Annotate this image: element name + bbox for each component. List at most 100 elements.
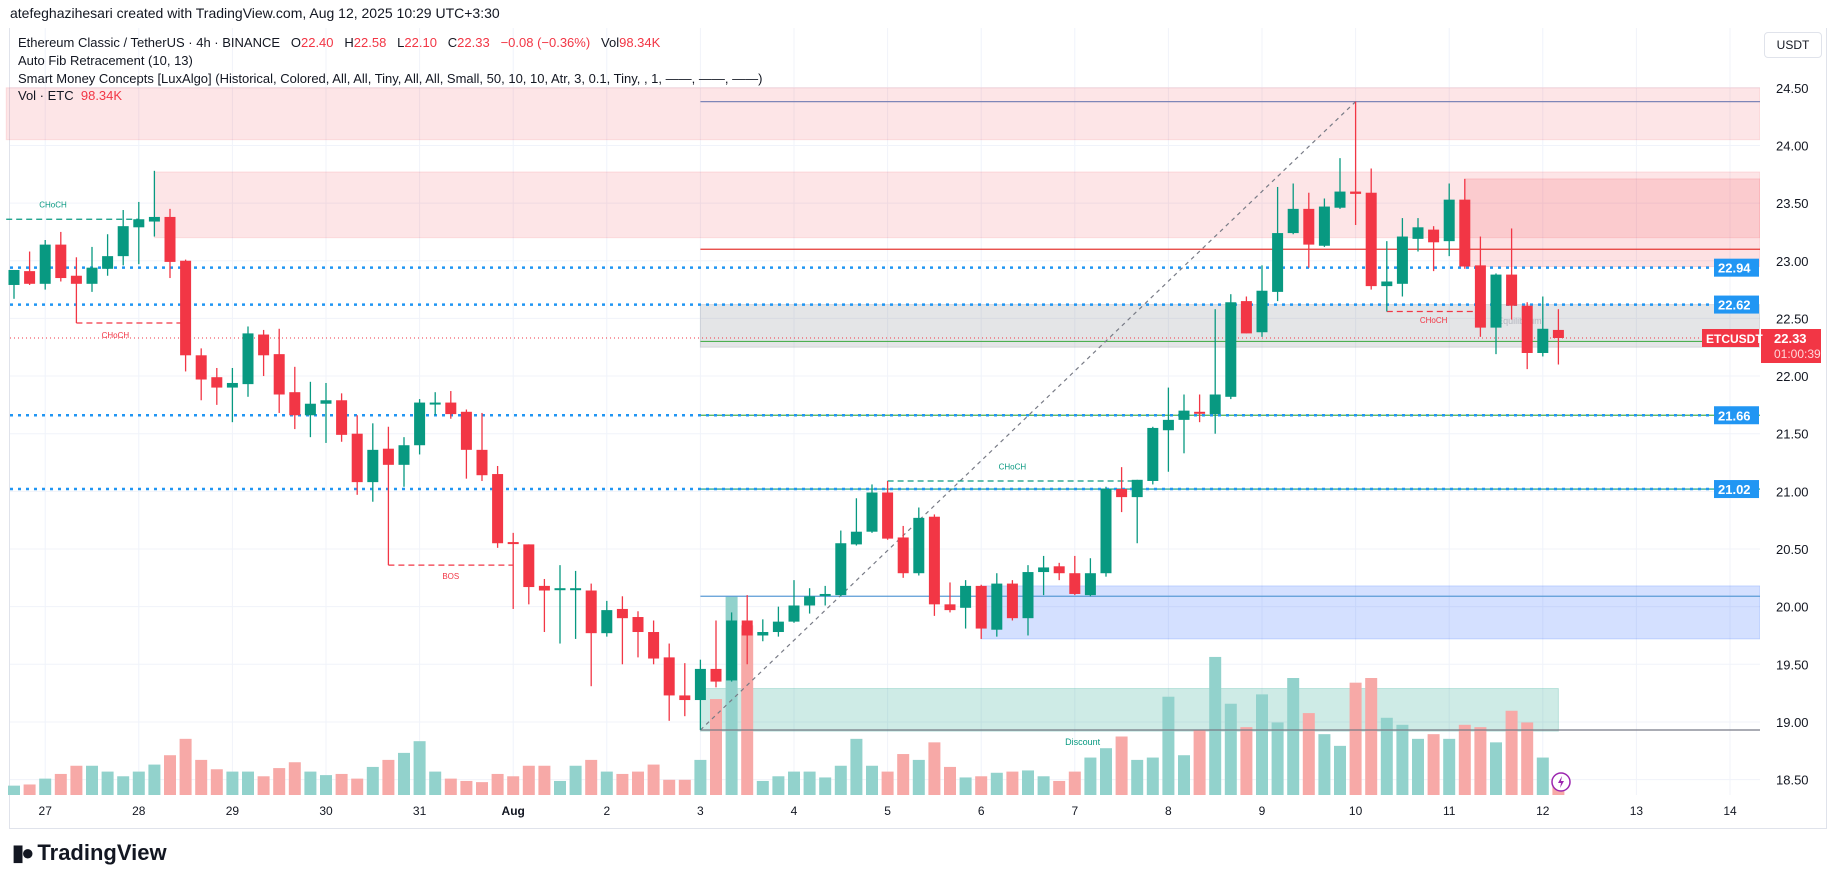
volume-bar	[1178, 755, 1190, 795]
candles	[8, 101, 1564, 731]
volume-bar	[273, 768, 286, 795]
volume-bar	[429, 771, 442, 795]
candle-body	[616, 608, 628, 619]
volume-bar	[647, 764, 660, 795]
volume-bar	[54, 773, 67, 795]
vol-value: 98.34K	[619, 35, 661, 50]
volume-bar	[413, 741, 426, 795]
volume-bar	[148, 764, 161, 795]
time-tick-label: 27	[39, 804, 53, 818]
candle-bearish	[55, 231, 67, 282]
volume-bar	[179, 738, 192, 795]
candle-bullish	[1412, 218, 1424, 252]
structure-label-choch: CHoCH	[1420, 316, 1448, 325]
candle-bullish	[1147, 426, 1159, 485]
candle-bearish	[1521, 302, 1533, 370]
candle-body	[242, 333, 254, 385]
time-tick-label: 11	[1443, 804, 1456, 818]
volume-bar	[70, 765, 83, 795]
volume-bar	[507, 776, 520, 795]
candle-body	[1412, 227, 1424, 239]
candle-bullish	[117, 210, 129, 266]
volume-bar	[678, 779, 691, 795]
lightning-icon[interactable]	[1551, 772, 1571, 792]
structure-label-choch: CHoCH	[999, 462, 1027, 471]
candle-body	[476, 449, 488, 476]
candle-bullish	[1178, 394, 1190, 454]
candle-body	[1006, 583, 1018, 619]
candle-bearish	[195, 348, 207, 401]
candle-body	[1521, 305, 1533, 353]
candle-body	[507, 542, 519, 545]
volume-bar	[1162, 696, 1175, 795]
chart-panel[interactable]	[9, 28, 1827, 829]
volume-bar	[632, 771, 644, 795]
candle-bullish	[414, 399, 426, 455]
symbol-title[interactable]: Ethereum Classic / TetherUS · 4h · BINAN…	[18, 35, 281, 50]
price-tick-label: 19.50	[1776, 657, 1809, 672]
candle-bearish	[897, 525, 909, 578]
volume-bar	[304, 771, 317, 795]
legend-symbol-row[interactable]: Ethereum Classic / TetherUS · 4h · BINAN…	[18, 35, 660, 50]
symbol-tag	[1702, 329, 1759, 348]
candle-body	[70, 275, 82, 284]
candle-bearish	[289, 366, 301, 430]
candle-bullish	[835, 530, 847, 597]
candle-body	[1365, 192, 1377, 287]
time-tick-label: 10	[1349, 804, 1363, 818]
symbol-tag-label: ETCUSDT	[1706, 332, 1763, 346]
candle-body	[367, 449, 379, 483]
volume-bar	[881, 771, 894, 795]
volume-bar	[803, 771, 816, 795]
candle-bullish	[1443, 183, 1455, 257]
order-block-bearish	[1464, 178, 1761, 268]
volume-bar	[569, 765, 582, 795]
candle-bearish	[180, 259, 192, 372]
candle-bullish	[570, 570, 582, 639]
candle-bearish	[1006, 580, 1018, 621]
candle-body	[1178, 410, 1190, 420]
open-label: O	[290, 35, 301, 50]
price-level-tag-label: 22.94	[1718, 261, 1751, 276]
candle-bearish	[1350, 101, 1362, 226]
bar-countdown-label: 01:00:39	[1774, 347, 1821, 361]
volume-bar	[476, 782, 488, 795]
candle-bearish	[663, 643, 675, 721]
volume-bar	[1256, 694, 1268, 795]
tradingview-logo[interactable]: ▮● TradingView	[12, 840, 167, 866]
candle-body	[133, 219, 145, 228]
candle-body	[39, 244, 51, 284]
candle-body	[24, 271, 36, 284]
candle-body	[1162, 419, 1174, 431]
candle-body	[304, 403, 316, 416]
candle-bullish	[102, 234, 114, 276]
volume-bar	[756, 780, 769, 795]
legend-indicator-smc[interactable]: Smart Money Concepts [LuxAlgo] (Historic…	[18, 71, 763, 86]
volume-bar	[164, 755, 176, 795]
candle-bullish	[960, 580, 972, 629]
candle-bullish	[320, 382, 332, 443]
volume-bar	[210, 769, 223, 795]
candle-body	[1272, 233, 1284, 292]
candle-bearish	[679, 663, 691, 717]
candle-bearish	[1506, 228, 1518, 320]
legend-indicator-fib[interactable]: Auto Fib Retracement (10, 13)	[18, 53, 193, 68]
volume-bar	[897, 754, 910, 795]
volume-bar	[1053, 780, 1066, 795]
tradingview-logo-text: TradingView	[37, 840, 167, 865]
candle-body	[944, 604, 956, 611]
volume-bar	[538, 765, 551, 795]
legend-volume-row[interactable]: Vol · ETC 98.34K	[18, 88, 122, 103]
candle-bullish	[1334, 158, 1346, 209]
price-axis: 24.50 24.00 23.50 23.00 22.50 22.00 21.50 21.00…	[1702, 28, 1825, 828]
volume-bar	[1131, 759, 1144, 795]
candle-body	[538, 585, 550, 591]
currency-button[interactable]: USDT	[1764, 32, 1822, 58]
price-tick-label: 20.50	[1776, 542, 1809, 557]
candle-body	[866, 492, 878, 532]
candle-bullish	[601, 600, 613, 637]
price-level-tag-label: 21.66	[1718, 408, 1751, 423]
volume-bar	[1380, 717, 1393, 795]
candle-body	[882, 492, 894, 539]
